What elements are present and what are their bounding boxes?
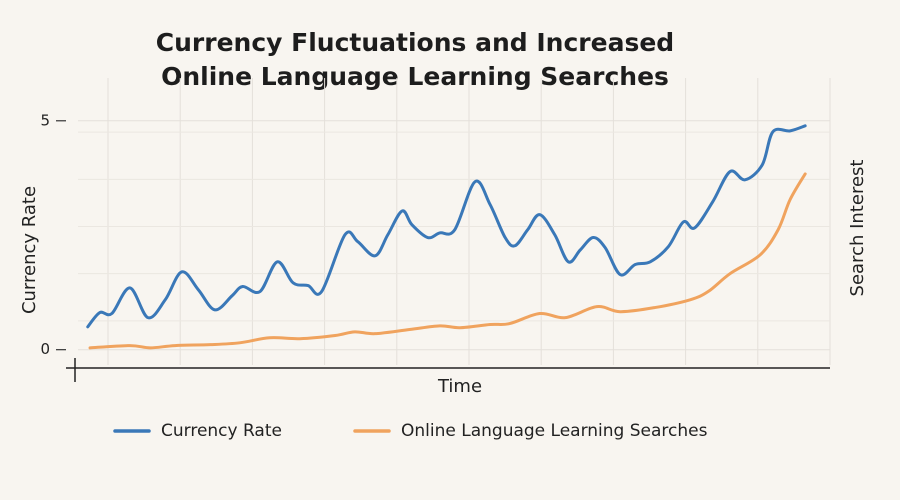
y-tick-label: 5 <box>40 111 50 129</box>
y2-axis-label: Search Interest <box>847 160 868 297</box>
x-axis-label: Time <box>437 376 482 397</box>
y-tick-label: 0 <box>40 340 50 358</box>
legend-label: Online Language Learning Searches <box>401 421 708 441</box>
chart-title: Currency Fluctuations and Increased Onli… <box>155 28 675 91</box>
legend-label: Currency Rate <box>161 421 282 441</box>
data-line <box>88 172 807 350</box>
data-line <box>86 124 807 329</box>
y-axis-label: Currency Rate <box>19 186 40 314</box>
